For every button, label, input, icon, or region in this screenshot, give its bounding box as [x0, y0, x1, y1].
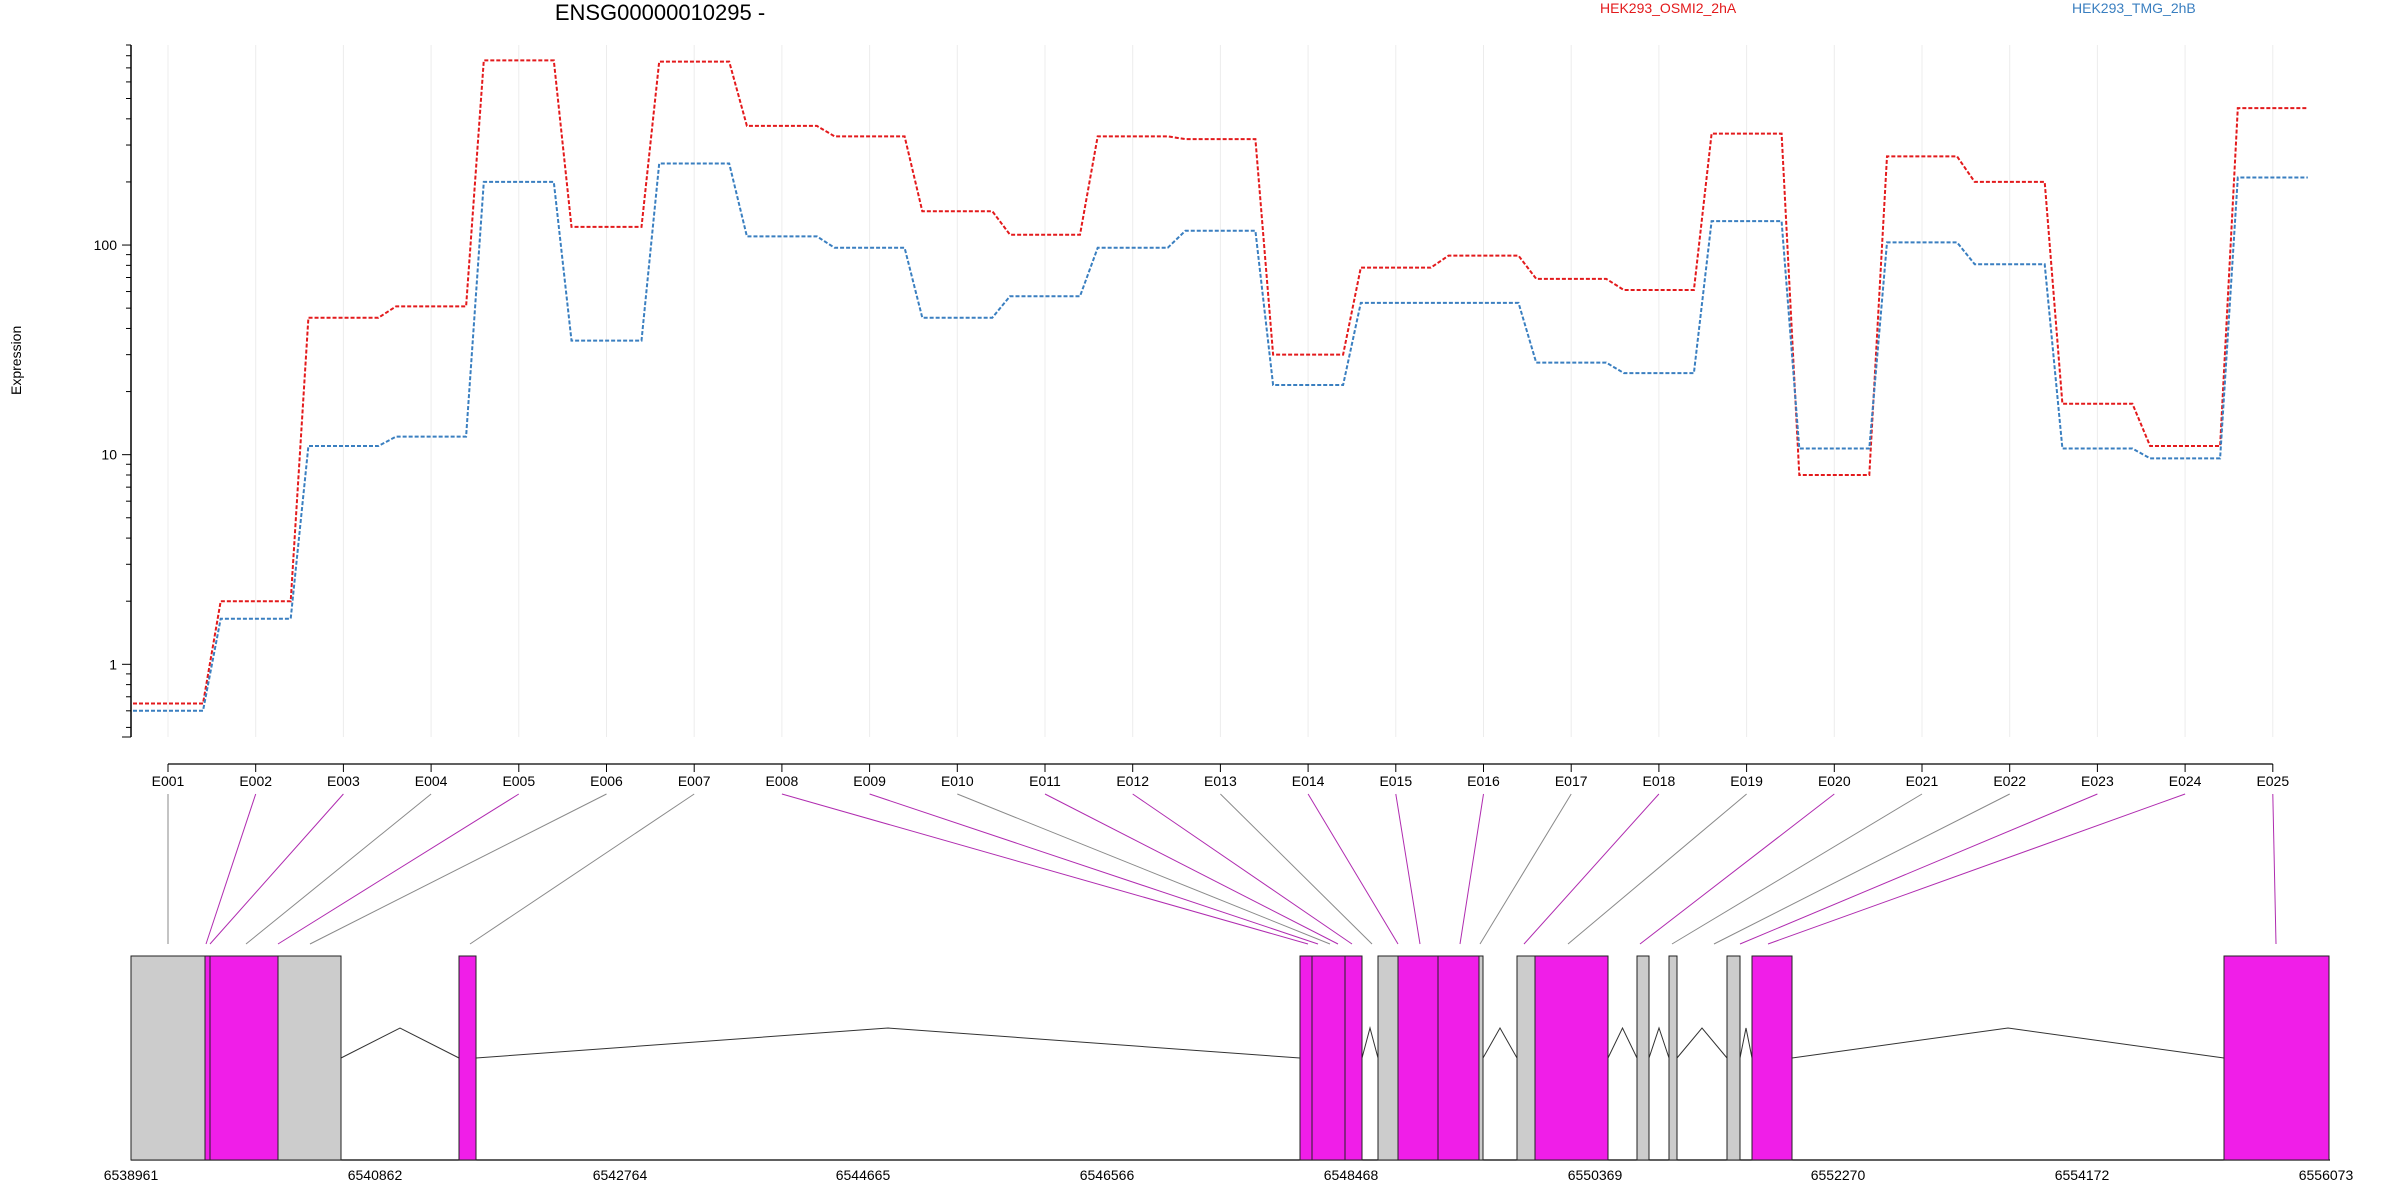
genome-tick-label: 6540862: [348, 1167, 403, 1183]
x-tick-label: E008: [766, 773, 799, 789]
exon-connector: [1523, 793, 1660, 945]
exon-block: [1437, 955, 1480, 1161]
genome-tick-label: 6554172: [2055, 1167, 2110, 1183]
exon-block: [458, 955, 477, 1161]
exon-connector: [205, 793, 257, 945]
legend-entry-osmi2: HEK293_OSMI2_2hA: [1600, 0, 1737, 16]
exon-connector: [1479, 793, 1572, 945]
exon-connector: [309, 793, 607, 945]
genome-tick-label: 6548468: [1324, 1167, 1379, 1183]
exon-connector: [869, 793, 1319, 945]
y-tick-label: 1: [109, 656, 117, 672]
x-tick-label: E015: [1379, 773, 1412, 789]
exon-block: [1534, 955, 1609, 1161]
exon-block: [2223, 955, 2330, 1161]
exon-connector: [1639, 793, 1835, 945]
x-tick-label: E010: [941, 773, 974, 789]
exon-block: [1668, 955, 1678, 1161]
exon-block: [1751, 955, 1793, 1161]
x-tick-label: E013: [1204, 773, 1237, 789]
x-tick-label: E017: [1555, 773, 1588, 789]
series-line-1: [133, 162, 2308, 712]
exon-connector: [1459, 793, 1484, 945]
exon-connector: [1671, 793, 1923, 945]
exon-connector: [1567, 793, 1747, 945]
exon-connector: [469, 793, 695, 945]
exon-connector: [781, 793, 1309, 945]
x-tick-label: E012: [1116, 773, 1149, 789]
exon-connector: [1767, 793, 2186, 945]
exon-connector: [1044, 793, 1339, 945]
x-tick-label: E002: [239, 773, 272, 789]
exon-connector: [277, 793, 520, 945]
x-tick-label: E020: [1818, 773, 1851, 789]
exon-block: [1311, 955, 1346, 1161]
genome-tick-label: 6556073: [2299, 1167, 2354, 1183]
x-tick-label: E006: [590, 773, 623, 789]
x-tick-label: E003: [327, 773, 360, 789]
x-tick-label: E023: [2081, 773, 2114, 789]
intron-line: [1739, 1027, 1753, 1059]
intron-line: [1361, 1026, 1379, 1059]
x-tick-label: E025: [2256, 773, 2289, 789]
exon-connector: [1132, 793, 1353, 945]
chart-title: ENSG00000010295 -: [554, 0, 766, 25]
exon-block: [277, 955, 342, 1161]
exon-block: [1397, 955, 1439, 1161]
x-tick-label: E005: [502, 773, 535, 789]
exon-connector: [209, 793, 344, 945]
x-tick-label: E024: [2169, 773, 2202, 789]
series-line-0: [133, 59, 2308, 705]
x-tick-label: E004: [415, 773, 448, 789]
exon-connector: [245, 793, 432, 945]
exon-block: [1377, 955, 1399, 1161]
y-tick-label: 10: [101, 447, 117, 463]
x-tick-label: E016: [1467, 773, 1500, 789]
x-tick-label: E018: [1643, 773, 1676, 789]
exon-block: [1516, 955, 1536, 1161]
exon-connector: [1713, 793, 2010, 945]
exon-connector: [957, 793, 1331, 945]
exon-connector: [1307, 793, 1399, 945]
intron-line: [1482, 1026, 1518, 1059]
exon-block: [1636, 955, 1650, 1161]
x-tick-label: E022: [1993, 773, 2026, 789]
genome-tick-label: 6552270: [1811, 1167, 1866, 1183]
x-tick-label: E001: [152, 773, 185, 789]
x-tick-label: E021: [1906, 773, 1939, 789]
exon-block: [1726, 955, 1741, 1161]
exon-block: [1299, 955, 1313, 1161]
intron-line: [340, 1027, 460, 1059]
x-tick-label: E019: [1730, 773, 1763, 789]
exon-block: [1344, 955, 1363, 1161]
intron-line: [1607, 1026, 1638, 1059]
legend-entry-tmg: HEK293_TMG_2hB: [2072, 0, 2196, 16]
y-tick-label: 100: [94, 237, 118, 253]
genome-tick-label: 6542764: [593, 1167, 648, 1183]
intron-line: [1791, 1027, 2225, 1059]
genome-tick-label: 6544665: [836, 1167, 891, 1183]
intron-line: [475, 1027, 1301, 1059]
exon-connector: [1739, 793, 2098, 945]
genome-tick-label: 6550369: [1568, 1167, 1623, 1183]
exon-connector: [1395, 793, 1421, 945]
genome-tick-label: 6538961: [104, 1167, 159, 1183]
exon-connector: [1220, 793, 1373, 945]
x-tick-label: E011: [1029, 773, 1061, 789]
x-tick-label: E009: [853, 773, 886, 789]
intron-line: [1676, 1027, 1728, 1059]
x-tick-label: E014: [1292, 773, 1325, 789]
exon-block: [204, 955, 211, 1161]
intron-line: [1648, 1026, 1670, 1059]
exon-block: [209, 955, 279, 1161]
exon-block: [1478, 955, 1484, 1161]
x-tick-label: E007: [678, 773, 711, 789]
exon-block: [130, 955, 206, 1161]
exon-connector: [2272, 793, 2277, 945]
genome-tick-label: 6546566: [1080, 1167, 1135, 1183]
